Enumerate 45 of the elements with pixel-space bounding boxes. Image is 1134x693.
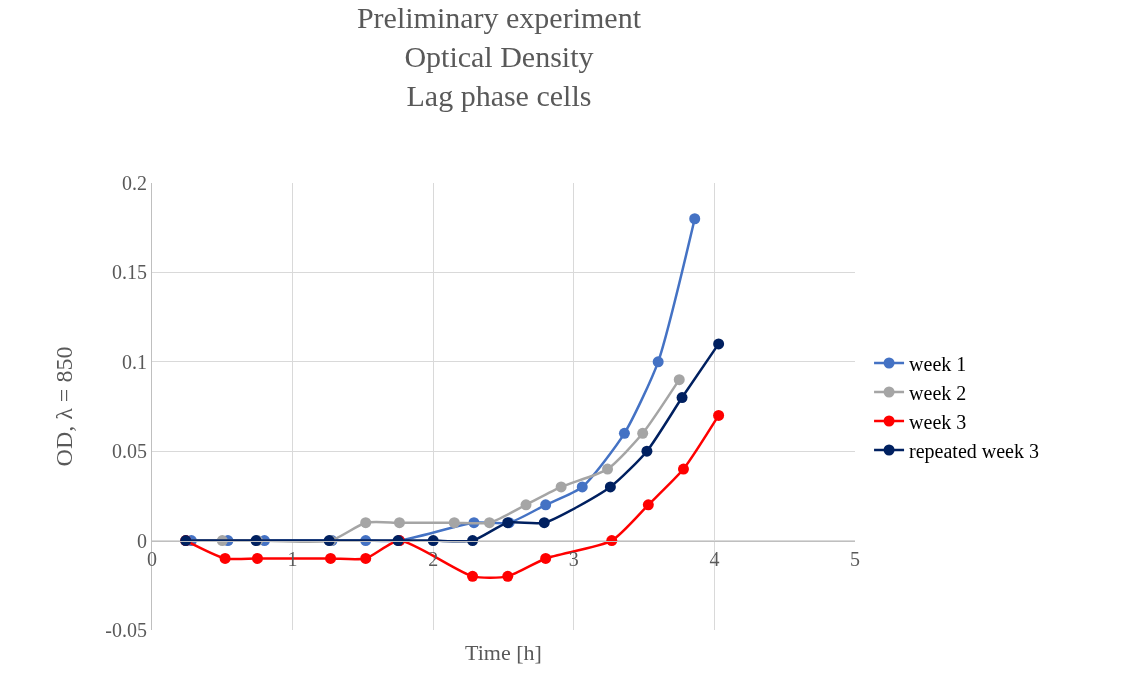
point: [641, 445, 653, 457]
x-tick-label: 5: [850, 547, 860, 570]
y-tick-label: 0: [137, 529, 147, 552]
point: [642, 499, 654, 511]
y-tick-label: 0.1: [122, 350, 147, 373]
point: [540, 499, 552, 511]
x-axis-title: Time [h]: [465, 640, 542, 665]
point: [713, 409, 725, 421]
point: [538, 517, 550, 529]
point: [251, 552, 263, 564]
point: [576, 481, 588, 493]
point: [360, 552, 372, 564]
point: [325, 552, 337, 564]
y-tick-label: 0.05: [112, 440, 147, 463]
chart-title: Preliminary experiment Optical Density Lag phase cells: [356, 0, 642, 112]
point: [652, 356, 664, 368]
legend-label: week 3: [909, 410, 967, 433]
point: [393, 517, 405, 529]
x-tick-label: 4: [709, 547, 720, 570]
y-tick-label: 0.2: [122, 172, 147, 194]
point: [604, 481, 616, 493]
point: [448, 517, 460, 529]
point: [618, 427, 630, 439]
point: [673, 374, 685, 386]
y-tick-label: -0.05: [105, 619, 147, 641]
point: [555, 481, 567, 493]
y-axis-title: OD, λ = 850: [51, 346, 78, 467]
point: [467, 570, 479, 582]
legend-label: repeated week 3: [909, 439, 1039, 463]
point: [676, 392, 688, 404]
point: [219, 552, 231, 564]
legend-label: week 1: [909, 352, 967, 375]
point: [602, 463, 614, 475]
point: [483, 517, 495, 529]
point: [677, 463, 689, 475]
legend-label: week 2: [909, 381, 967, 404]
point: [360, 517, 372, 529]
x-tick-label: 3: [568, 547, 579, 570]
y-tick-label: 0.15: [112, 261, 147, 284]
point: [520, 499, 532, 511]
point: [502, 570, 514, 582]
point: [713, 338, 725, 350]
point: [637, 427, 649, 439]
point: [689, 213, 701, 225]
point: [540, 552, 552, 564]
